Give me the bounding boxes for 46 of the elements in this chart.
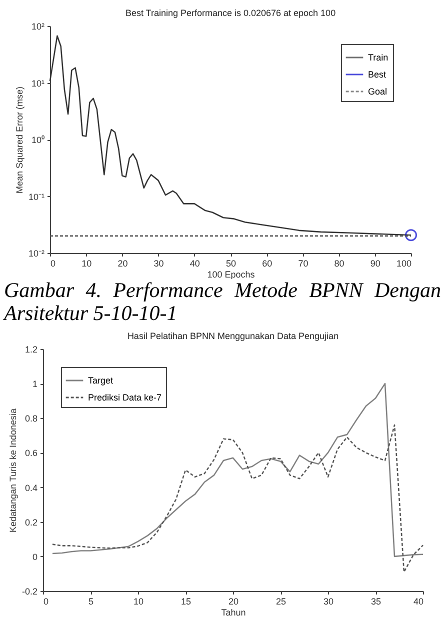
legend-label: Train <box>368 52 388 62</box>
x-axis-title: 100 Epochs <box>207 270 256 280</box>
y-axis-title: Kedatangan Turis ke Indonesia <box>8 408 18 533</box>
x-tick-label: 40 <box>413 596 424 606</box>
legend-label: Target <box>88 376 114 386</box>
x-tick-label: 20 <box>118 258 128 268</box>
x-tick-label: 10 <box>133 596 144 606</box>
y-tick-label: 10⁰ <box>31 135 44 145</box>
x-tick-label: 40 <box>190 258 200 268</box>
y-tick-label: 0.8 <box>24 414 38 424</box>
y-tick-label: 10⁻² <box>28 248 44 258</box>
chart-title: Hasil Pelatihan BPNN Menggunakan Data Pengujian <box>127 331 339 341</box>
y-tick-label: 10² <box>31 22 44 32</box>
x-tick-label: 10 <box>82 258 92 268</box>
x-tick-label: 50 <box>226 258 236 268</box>
x-tick-label: 60 <box>262 258 272 268</box>
x-tick-label: 5 <box>88 596 94 606</box>
y-axis-title: Mean Squared Error (mse) <box>14 86 24 194</box>
y-tick-label: 10⁻¹ <box>28 192 44 202</box>
y-tick-label: 0.4 <box>24 482 38 493</box>
y-tick-label: -0.2 <box>22 586 38 596</box>
x-tick-label: 80 <box>334 258 344 268</box>
chart-title: Best Training Performance is 0.020676 at epoch 100 <box>125 8 336 18</box>
y-tick-label: 1 <box>32 379 38 390</box>
x-tick-label: 0 <box>50 258 56 268</box>
y-tick-label: 10¹ <box>31 78 44 88</box>
x-tick-label: 100 <box>396 258 412 268</box>
text: Gambar 4. Performance Metode BPNN Dengan Arsitektur 5-10-10-1 <box>2 278 442 326</box>
line-series <box>52 424 424 573</box>
y-tick-label: 0 <box>32 552 38 562</box>
x-tick-label: 30 <box>154 258 164 268</box>
x-tick-label: 25 <box>276 596 286 606</box>
legend-label: Prediksi Data ke-7 <box>88 392 162 402</box>
x-tick-label: 30 <box>323 596 334 606</box>
x-tick-label: 35 <box>370 596 382 606</box>
y-tick-label: 0.2 <box>24 517 38 528</box>
x-tick-label: 70 <box>298 258 308 268</box>
y-tick-label: 0.6 <box>24 448 38 458</box>
x-tick-label: 90 <box>370 258 380 268</box>
x-axis-title: Tahun <box>221 608 246 618</box>
x-tick-label: 15 <box>180 596 192 606</box>
x-tick-label: 20 <box>228 596 239 606</box>
legend-label: Goal <box>368 86 388 96</box>
y-tick-label: 1.2 <box>24 344 38 354</box>
line-series <box>49 35 412 236</box>
legend-label: Best <box>368 70 387 80</box>
